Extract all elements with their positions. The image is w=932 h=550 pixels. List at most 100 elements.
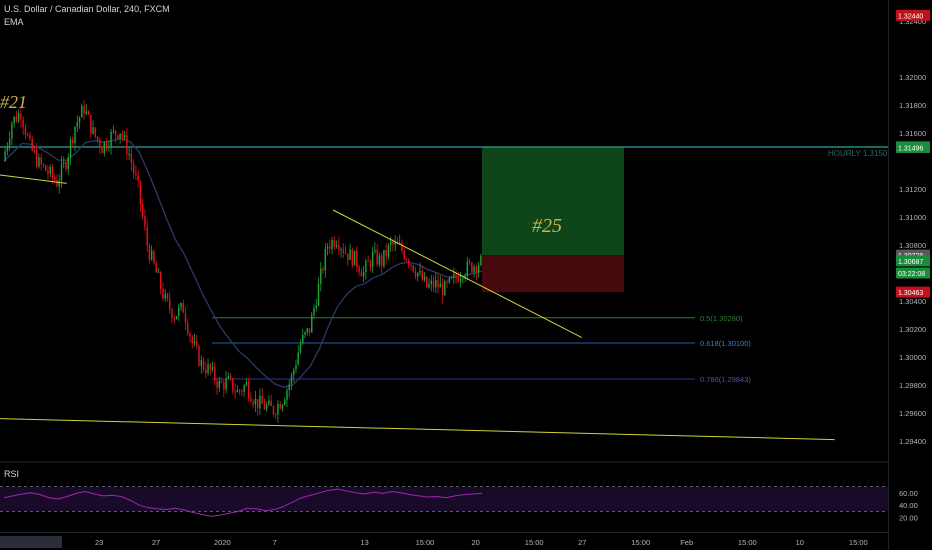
candle[interactable] — [15, 116, 18, 122]
previous-idea-label[interactable]: #21 — [0, 92, 27, 112]
candle[interactable] — [283, 400, 286, 405]
candle[interactable] — [412, 265, 414, 272]
candle[interactable] — [173, 318, 175, 320]
candle[interactable] — [423, 276, 426, 280]
candle[interactable] — [374, 249, 376, 252]
candle[interactable] — [471, 262, 473, 273]
candle[interactable] — [137, 175, 139, 181]
candle[interactable] — [103, 142, 106, 154]
candle[interactable] — [446, 281, 448, 283]
candle[interactable] — [353, 250, 356, 266]
candle[interactable] — [288, 383, 290, 390]
candle[interactable] — [17, 113, 20, 122]
candle[interactable] — [317, 283, 320, 306]
candle[interactable] — [24, 127, 27, 135]
candle[interactable] — [378, 255, 381, 265]
candle[interactable] — [308, 328, 311, 333]
candle[interactable] — [119, 133, 121, 139]
candle[interactable] — [182, 303, 184, 313]
candle[interactable] — [311, 314, 313, 333]
candle[interactable] — [383, 250, 385, 267]
candle[interactable] — [171, 309, 173, 319]
candle[interactable] — [247, 382, 250, 398]
candle[interactable] — [394, 242, 396, 245]
symbol-title[interactable]: U.S. Dollar / Canadian Dollar, 240, FXCM — [4, 4, 170, 14]
candle[interactable] — [157, 272, 160, 274]
candle[interactable] — [96, 136, 99, 141]
candle[interactable] — [459, 278, 462, 282]
candle[interactable] — [473, 266, 475, 273]
candle[interactable] — [128, 154, 130, 156]
candle[interactable] — [4, 151, 6, 161]
candle[interactable] — [33, 150, 36, 152]
candle[interactable] — [263, 403, 266, 410]
candle[interactable] — [187, 323, 189, 334]
candle[interactable] — [193, 341, 196, 344]
candle[interactable] — [329, 246, 331, 249]
price-tag[interactable] — [896, 267, 930, 279]
candle[interactable] — [245, 382, 248, 386]
candle[interactable] — [85, 111, 88, 114]
candle[interactable] — [344, 252, 347, 254]
candle[interactable] — [63, 162, 65, 164]
candle[interactable] — [6, 145, 9, 152]
candle[interactable] — [29, 135, 31, 139]
candle[interactable] — [60, 163, 63, 181]
candle[interactable] — [180, 303, 182, 308]
candle[interactable] — [256, 398, 259, 409]
candle[interactable] — [227, 376, 230, 379]
candle[interactable] — [450, 277, 453, 279]
candle[interactable] — [87, 111, 90, 115]
candle[interactable] — [20, 113, 22, 120]
candle[interactable] — [380, 255, 383, 267]
candle[interactable] — [11, 123, 13, 139]
current-idea-label[interactable]: #25 — [532, 215, 562, 237]
candle[interactable] — [117, 135, 119, 139]
candle[interactable] — [92, 127, 94, 134]
candle[interactable] — [175, 316, 178, 320]
candle[interactable] — [335, 244, 338, 247]
candle[interactable] — [477, 265, 480, 273]
candle[interactable] — [198, 346, 200, 366]
candle[interactable] — [326, 246, 329, 249]
candle[interactable] — [232, 378, 234, 392]
price-tag[interactable] — [896, 255, 930, 267]
candle[interactable] — [144, 216, 146, 227]
candle[interactable] — [65, 162, 67, 169]
candle[interactable] — [38, 157, 40, 167]
candle[interactable] — [306, 328, 308, 333]
candle[interactable] — [114, 130, 117, 136]
candle[interactable] — [166, 294, 169, 299]
stop-zone[interactable] — [482, 255, 624, 293]
candle[interactable] — [347, 253, 349, 260]
candle[interactable] — [414, 271, 417, 277]
candle[interactable] — [369, 261, 372, 267]
candle[interactable] — [480, 255, 482, 266]
candle[interactable] — [428, 283, 430, 288]
trendline[interactable] — [332, 209, 582, 338]
candle[interactable] — [385, 250, 387, 257]
candle[interactable] — [207, 364, 209, 374]
candle[interactable] — [279, 404, 281, 409]
candle[interactable] — [56, 180, 58, 187]
candle[interactable] — [202, 360, 205, 370]
candle[interactable] — [164, 294, 166, 299]
candle[interactable] — [139, 180, 142, 205]
candle[interactable] — [130, 154, 133, 164]
ema-line[interactable] — [3, 137, 483, 388]
candle[interactable] — [135, 172, 137, 176]
candle[interactable] — [214, 366, 216, 381]
candle[interactable] — [302, 334, 304, 344]
candle[interactable] — [153, 250, 155, 264]
candle[interactable] — [281, 404, 284, 409]
candle[interactable] — [376, 249, 378, 265]
candle[interactable] — [351, 249, 354, 266]
candle[interactable] — [410, 264, 412, 266]
candle[interactable] — [40, 157, 42, 165]
candle[interactable] — [333, 239, 336, 247]
candle[interactable] — [159, 272, 162, 289]
candle[interactable] — [421, 270, 423, 280]
candle[interactable] — [340, 249, 342, 251]
candle[interactable] — [105, 142, 108, 148]
price-tag[interactable] — [896, 9, 930, 21]
